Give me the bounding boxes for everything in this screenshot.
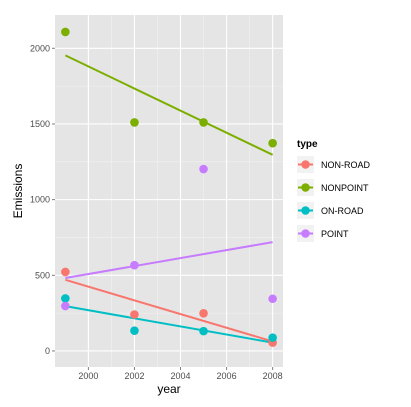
data-point-on-road bbox=[130, 326, 139, 335]
data-point-point bbox=[61, 301, 70, 311]
data-point-on-road bbox=[199, 326, 208, 336]
data-point-on-road bbox=[268, 333, 277, 342]
data-point-nonpoint bbox=[130, 118, 139, 127]
grid-lines bbox=[55, 15, 283, 367]
data-point-nonpoint bbox=[61, 27, 70, 37]
data-point-non-road bbox=[199, 308, 208, 318]
data-point-non-road bbox=[61, 267, 70, 277]
legend-key-point bbox=[301, 160, 310, 169]
y-tick-label: 500 bbox=[35, 270, 50, 280]
y-tick-label: 1500 bbox=[30, 119, 50, 129]
data-point-point bbox=[199, 164, 208, 174]
legend-item-nonpoint: NONPOINT bbox=[297, 179, 369, 196]
data-point-nonpoint bbox=[199, 118, 208, 127]
trend-line-on-road bbox=[65, 305, 273, 344]
legend-label: NON-ROAD bbox=[321, 160, 370, 170]
legend-key-point bbox=[301, 206, 310, 215]
legend-label: ON-ROAD bbox=[321, 206, 364, 216]
x-axis-ticks: 2000 2002 2004 2006 2008 bbox=[78, 367, 283, 381]
x-tick-label: 2000 bbox=[78, 371, 98, 381]
data-point-on-road bbox=[61, 294, 70, 303]
legend-key-point bbox=[301, 183, 310, 192]
data-point-point bbox=[268, 294, 277, 304]
y-axis-title: Emissions bbox=[11, 164, 25, 219]
legend-label: NONPOINT bbox=[321, 183, 369, 193]
x-axis-title: year bbox=[157, 382, 180, 396]
trend-lines bbox=[64, 54, 274, 344]
data-point-non-road bbox=[130, 310, 139, 319]
x-tick-label: 2006 bbox=[217, 371, 237, 381]
panel-background bbox=[55, 15, 283, 367]
data-points bbox=[61, 27, 277, 347]
legend-title: type bbox=[297, 139, 318, 150]
data-point-point bbox=[130, 260, 139, 270]
legend-item-on-road: ON-ROAD bbox=[297, 202, 364, 219]
x-tick-label: 2008 bbox=[263, 371, 283, 381]
legend-item-non-road: NON-ROAD bbox=[297, 156, 370, 173]
trend-line-point bbox=[65, 241, 273, 280]
legend-item-point: POINT bbox=[297, 225, 349, 242]
legend-label: POINT bbox=[321, 229, 349, 239]
legend: type NON-ROAD NONPOINT ON-ROAD POINT bbox=[297, 139, 370, 242]
x-tick-label: 2002 bbox=[124, 371, 144, 381]
trend-line-non-road bbox=[65, 278, 273, 343]
trend-line-nonpoint bbox=[64, 54, 274, 156]
y-axis-ticks: 0 500 1000 1500 2000 bbox=[30, 43, 55, 356]
y-tick-label: 0 bbox=[45, 346, 50, 356]
x-tick-label: 2004 bbox=[170, 371, 190, 381]
y-tick-label: 2000 bbox=[30, 43, 50, 53]
legend-key-point bbox=[301, 229, 310, 238]
y-tick-label: 1000 bbox=[30, 195, 50, 205]
data-point-nonpoint bbox=[268, 138, 277, 148]
